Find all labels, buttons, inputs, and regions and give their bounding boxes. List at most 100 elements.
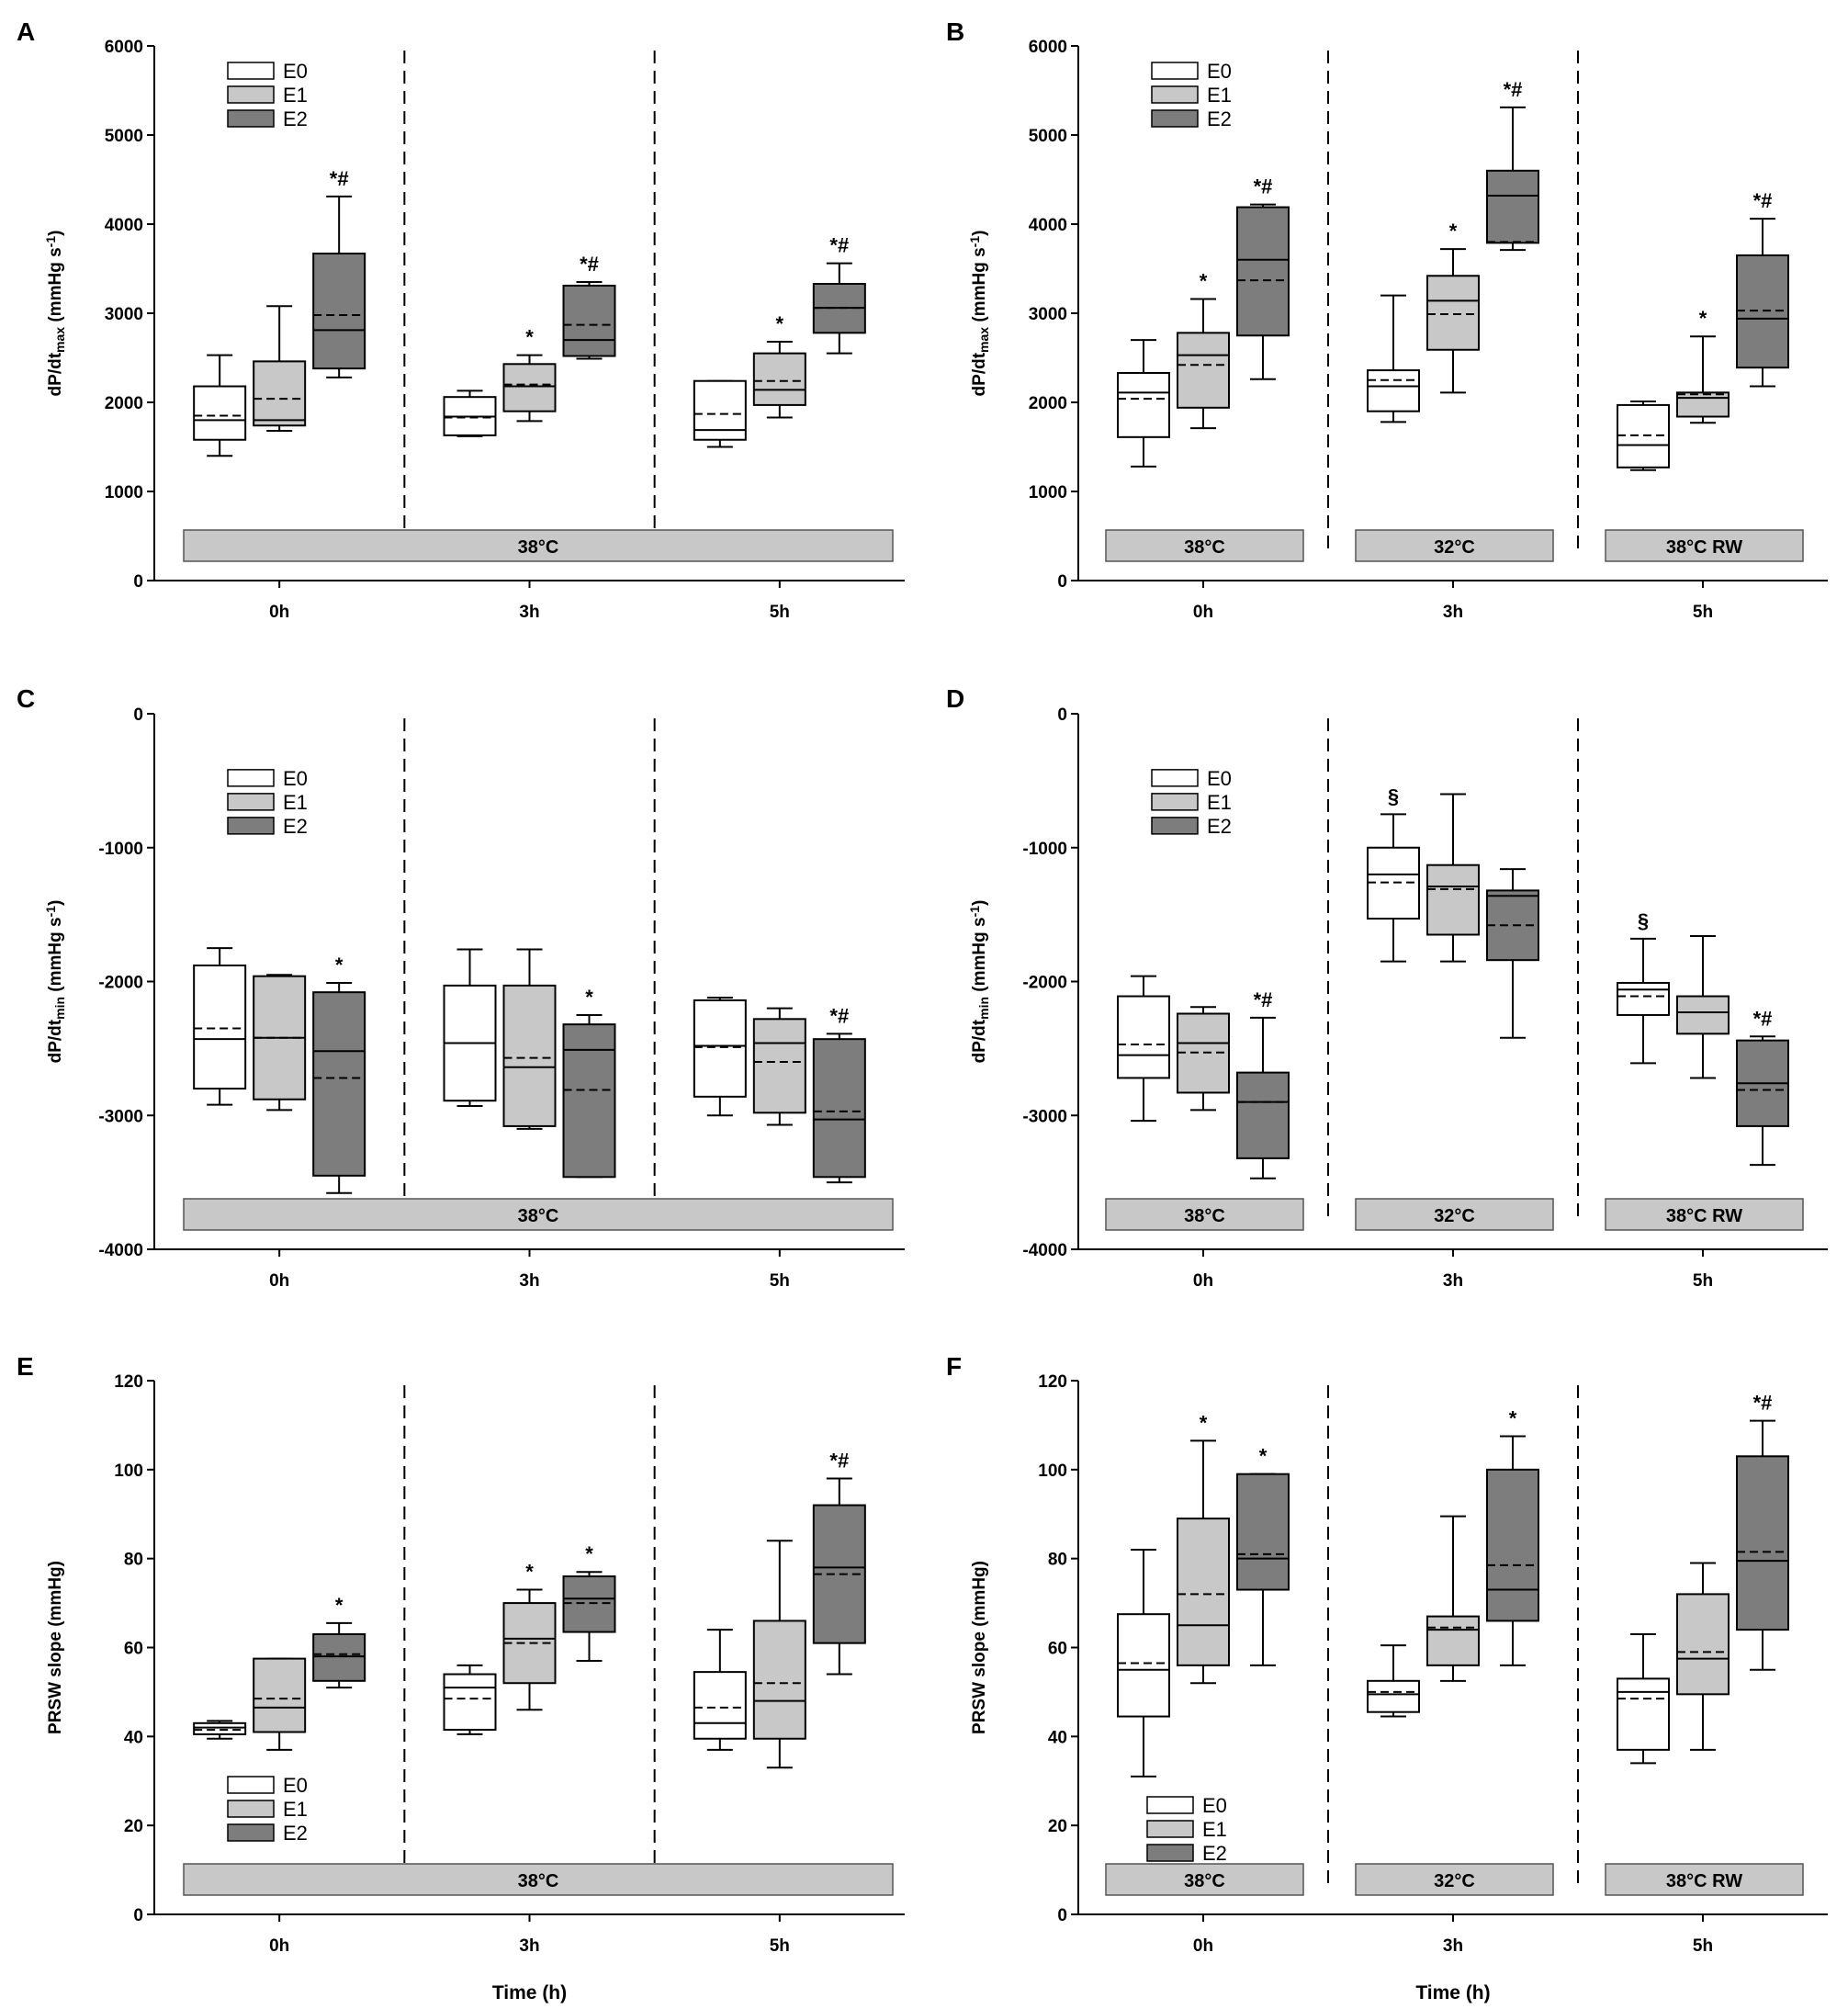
x-tick-label: 5h	[1693, 603, 1713, 622]
significance-marker: *	[776, 312, 784, 335]
condition-bar	[1355, 529, 1554, 562]
condition-label: 38°C	[518, 537, 559, 558]
box-iqr	[693, 1671, 747, 1740]
box-iqr	[812, 1038, 866, 1179]
box-iqr	[752, 1018, 806, 1114]
legend-swatch	[1151, 62, 1199, 80]
legend-label: E2	[1202, 1842, 1227, 1865]
box-iqr	[1736, 1455, 1789, 1631]
legend-label: E0	[283, 767, 308, 790]
x-tick-label: 0h	[1193, 1936, 1213, 1956]
box-e2-0h: *	[1236, 1445, 1290, 1666]
y-axis-title: PRSW slope (mmHg)	[970, 1561, 989, 1734]
significance-marker: *	[525, 326, 534, 349]
legend-swatch	[227, 769, 275, 787]
box-e2-0h: *	[312, 1594, 366, 1689]
significance-marker: *#	[1753, 1007, 1773, 1030]
y-tick-label: 2000	[1029, 394, 1067, 413]
box-e1-0h: *	[1177, 1411, 1230, 1685]
y-tick-label: -4000	[98, 1241, 143, 1260]
condition-bar	[1355, 1198, 1554, 1231]
y-axis-title-part: dP/dt	[46, 1019, 65, 1063]
x-tick-label: 5h	[1693, 1271, 1713, 1291]
condition-label: 38°C RW	[1666, 537, 1742, 558]
legend-swatch	[227, 109, 275, 128]
y-axis-title-part: max	[52, 327, 67, 353]
box-iqr	[1117, 1613, 1170, 1718]
box-iqr	[443, 1673, 497, 1732]
legend-swatch	[1146, 1820, 1194, 1838]
condition-bar	[183, 529, 894, 562]
legend-swatch	[227, 1800, 275, 1818]
box-iqr	[502, 984, 557, 1127]
box-e0-0h	[193, 354, 247, 457]
box-e0-0h	[193, 1720, 247, 1740]
y-axis-title-part: )	[970, 231, 989, 236]
significance-marker: *	[1449, 220, 1458, 243]
y-axis-title-part: )	[970, 900, 989, 906]
box-e1-0h	[253, 305, 307, 433]
box-iqr	[752, 1620, 806, 1740]
x-tick-label: 3h	[1443, 603, 1463, 622]
box-e2-5h: *#	[812, 234, 866, 355]
box-iqr	[1617, 1677, 1670, 1751]
x-tick-label: 5h	[770, 1936, 790, 1956]
legend-label: E1	[283, 84, 308, 107]
condition-bar	[1355, 1863, 1554, 1896]
box-e0-3h: §	[1367, 784, 1420, 963]
significance-marker: *	[585, 1542, 593, 1565]
significance-marker: *	[1699, 307, 1707, 330]
box-iqr	[562, 284, 616, 357]
y-axis-title-part: (mmHg s	[46, 247, 65, 327]
legend-swatch	[227, 817, 275, 835]
y-tick-label: 100	[114, 1462, 143, 1481]
y-tick-label: 60	[124, 1640, 143, 1659]
y-tick-label: -2000	[1022, 974, 1067, 993]
x-tick-label: 5h	[770, 603, 790, 622]
panel-letter: B	[946, 17, 964, 46]
box-e0-0h	[1117, 1548, 1170, 1778]
box-iqr	[1676, 391, 1730, 418]
box-e0-5h	[693, 996, 747, 1117]
legend-label: E1	[283, 791, 308, 814]
condition-label: 38°C	[518, 1871, 559, 1891]
box-e1-3h	[1426, 1515, 1480, 1682]
box-e2-3h: *	[562, 986, 616, 1179]
box-iqr	[193, 965, 247, 1090]
y-axis-title-part: -1	[967, 906, 982, 918]
y-tick-label: 80	[1048, 1551, 1067, 1570]
y-axis-title-part: max	[976, 327, 991, 353]
box-e1-0h	[253, 974, 307, 1112]
legend-label: E1	[1202, 1818, 1227, 1841]
x-tick-label: 3h	[519, 1936, 539, 1956]
box-e2-5h: *#	[1736, 1392, 1789, 1671]
box-iqr	[693, 379, 747, 441]
box-e0-5h	[693, 1629, 747, 1751]
y-axis-title-part: -1	[43, 906, 58, 918]
significance-marker: *#	[1254, 175, 1273, 198]
y-axis-title-part: (mmHg s	[970, 917, 989, 997]
y-tick-label: 0	[1057, 572, 1067, 592]
x-tick-label: 0h	[269, 1271, 289, 1291]
box-iqr	[193, 1721, 247, 1735]
legend-swatch	[227, 62, 275, 80]
box-e2-3h: *#	[562, 253, 616, 360]
significance-marker: *	[525, 1561, 534, 1584]
y-axis-title-part: -1	[967, 236, 982, 248]
box-iqr	[312, 253, 366, 370]
y-tick-label: -1000	[1022, 840, 1067, 859]
box-iqr	[1236, 1071, 1290, 1159]
y-tick-label: 0	[133, 572, 143, 592]
box-e0-5h	[1617, 1632, 1670, 1765]
significance-marker: §	[1388, 784, 1399, 807]
box-e1-3h: *	[1426, 220, 1480, 394]
x-tick-label: 0h	[1193, 603, 1213, 622]
significance-marker: *#	[330, 167, 349, 190]
box-iqr	[562, 1023, 616, 1179]
legend-label: E0	[283, 60, 308, 83]
y-tick-label: 6000	[105, 38, 143, 57]
y-axis-title-part: dP/dt	[970, 352, 989, 396]
box-iqr	[312, 991, 366, 1177]
box-iqr	[1486, 169, 1539, 244]
